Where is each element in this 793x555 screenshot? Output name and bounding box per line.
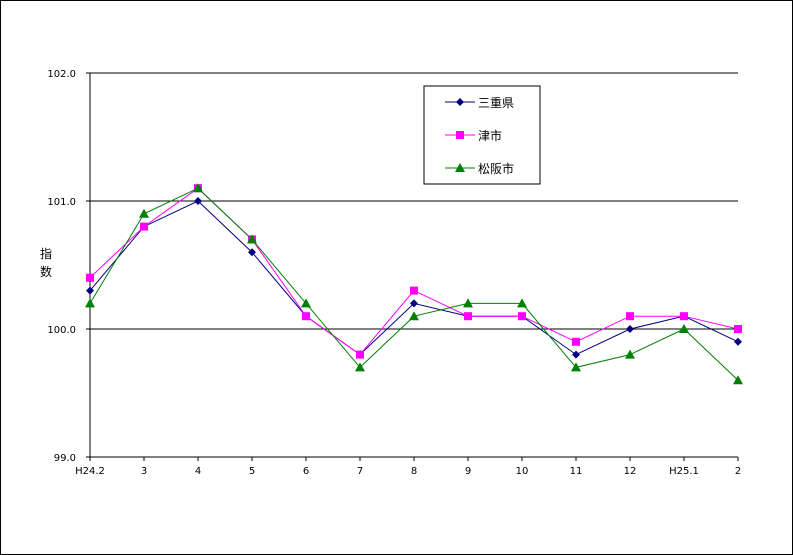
series-group (85, 183, 743, 385)
legend-marker (455, 163, 465, 172)
data-point (572, 337, 580, 346)
x-tick-label: 9 (465, 466, 471, 477)
y-tick-label: 100.0 (47, 325, 76, 336)
legend-marker (456, 98, 464, 106)
x-tick-label: 10 (516, 466, 529, 477)
x-tick-label: H25.1 (669, 466, 699, 477)
series-1 (86, 197, 742, 359)
y-tick-label: 102.0 (47, 69, 76, 80)
data-point (193, 183, 203, 193)
data-point (356, 350, 364, 359)
data-point (625, 349, 635, 359)
series-line (89, 200, 739, 356)
data-point (733, 375, 743, 385)
data-point (463, 298, 473, 308)
series-2 (86, 184, 742, 359)
x-tick-label: 5 (249, 466, 255, 477)
data-point (410, 299, 418, 308)
y-axis-label: 指数 (40, 246, 52, 279)
data-point (355, 362, 365, 372)
legend-label: 津市 (478, 128, 502, 143)
series-line (89, 187, 739, 381)
legend-label: 三重県 (478, 96, 514, 110)
data-point (572, 350, 580, 359)
x-tick-label: 6 (303, 466, 309, 477)
x-tick-label: 7 (357, 466, 363, 477)
data-point (734, 325, 742, 333)
x-tick-label: 3 (141, 466, 147, 477)
x-tick-label: 12 (624, 466, 637, 477)
x-tick-label: 11 (570, 466, 583, 477)
data-point (86, 273, 94, 282)
y-tick-label: 101.0 (47, 197, 76, 208)
data-point (247, 234, 257, 244)
data-point (518, 312, 526, 321)
data-point (85, 298, 95, 308)
data-point (680, 312, 688, 321)
x-tick-label: 8 (411, 466, 417, 477)
x-tick-label: H24.2 (75, 466, 105, 477)
data-point (571, 362, 581, 372)
y-tick-label: 99.0 (54, 453, 76, 464)
data-point (626, 325, 634, 333)
legend-marker (456, 131, 464, 139)
x-tick-label: 2 (735, 466, 741, 477)
legend-box (423, 85, 541, 185)
data-point (140, 222, 148, 231)
data-point (734, 337, 742, 346)
data-point (301, 298, 311, 308)
data-point (679, 324, 689, 333)
y-tick-labels: 99.0 100.0 101.0 102.0 (47, 69, 76, 464)
data-point (86, 286, 94, 295)
legend-label: 松阪市 (478, 161, 514, 176)
data-point (410, 286, 418, 295)
series-line (89, 187, 739, 356)
axes (86, 72, 739, 461)
data-point (248, 248, 256, 257)
data-point (302, 312, 310, 321)
data-point (194, 197, 202, 205)
data-point (517, 298, 527, 308)
x-tick-label: 4 (195, 466, 201, 477)
data-point (139, 208, 149, 218)
series-3 (85, 183, 743, 385)
data-point (464, 312, 472, 321)
x-tick-labels: H24.2 3 4 5 6 7 8 9 10 11 12 H25.1 2 (75, 466, 741, 477)
data-point (409, 311, 419, 321)
data-point (626, 312, 634, 321)
